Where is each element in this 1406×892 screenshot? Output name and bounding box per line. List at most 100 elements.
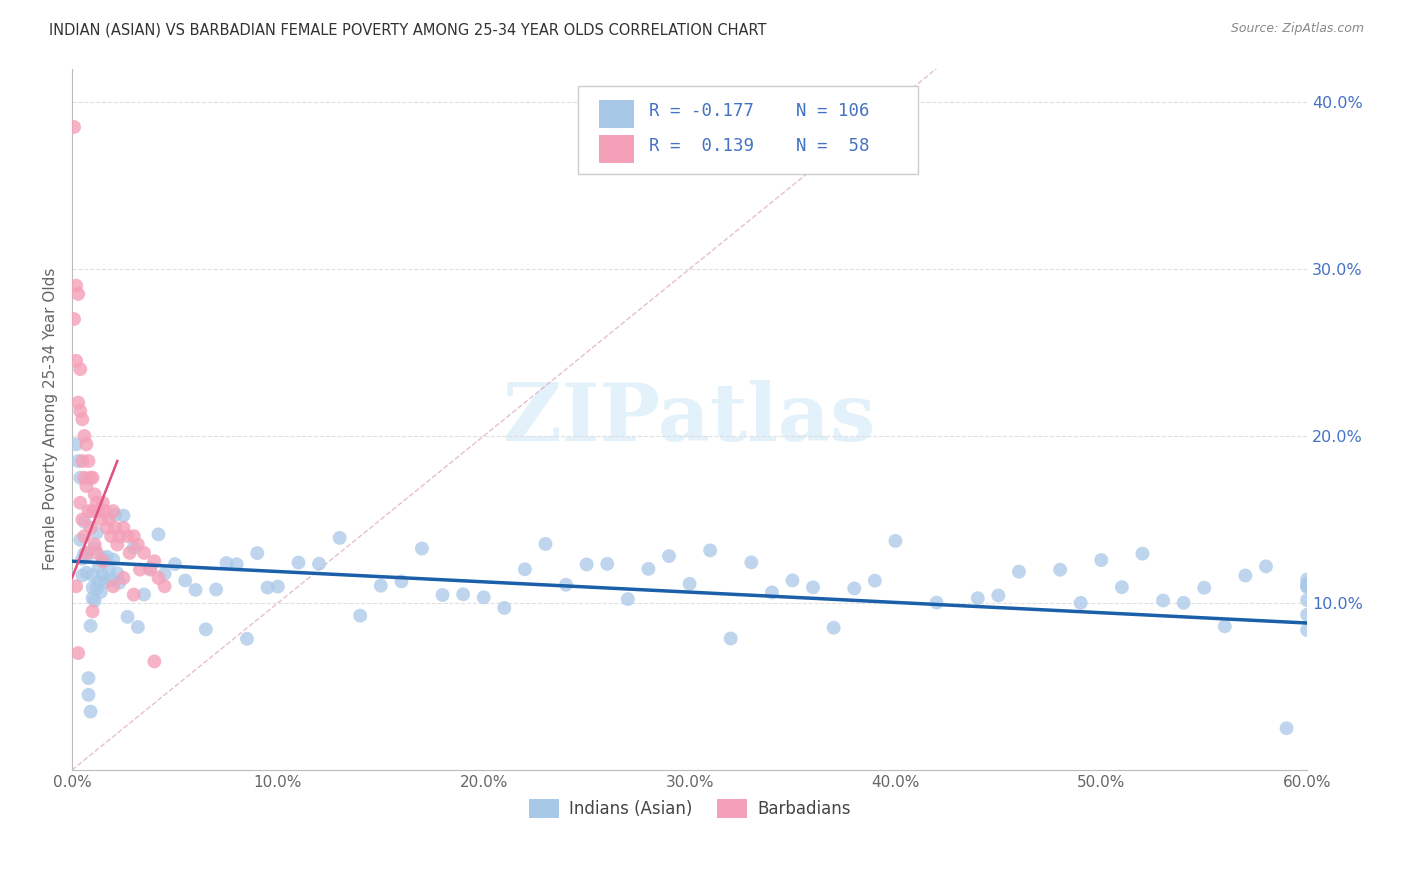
Point [122,529,145,543]
Point [1152,593,1174,607]
Point [205,582,228,597]
Point [90,585,112,599]
Point [73,429,96,443]
Point [94,504,117,518]
Point [1296,623,1319,637]
Point [104,521,127,535]
Point [75,437,97,451]
Point [73,529,96,543]
Point [72,551,94,566]
Point [129,563,152,577]
Point [100,529,122,543]
Point [699,543,721,558]
Text: ZIPatlas: ZIPatlas [503,380,876,458]
Point [73,471,96,485]
Point [143,554,166,568]
Point [174,574,197,588]
Point [67,646,90,660]
Point [617,592,640,607]
Point [83,487,105,501]
Point [432,588,454,602]
Point [112,521,135,535]
Point [1070,596,1092,610]
Point [139,563,162,577]
Point [494,600,516,615]
Point [98,512,121,526]
Point [1296,573,1319,587]
Point [98,564,121,578]
Point [740,555,762,569]
Point [153,579,176,593]
Point [86,525,108,540]
Point [472,591,495,605]
Y-axis label: Female Poverty Among 25-34 Year Olds: Female Poverty Among 25-34 Year Olds [44,268,58,571]
Point [1008,565,1031,579]
Point [1111,580,1133,594]
Point [69,496,91,510]
Point [1213,619,1236,633]
Text: R = -0.177    N = 106: R = -0.177 N = 106 [648,102,869,120]
Point [117,529,139,543]
Point [1296,580,1319,594]
Point [67,395,90,409]
Point [63,312,86,326]
Text: R =  0.139    N =  58: R = 0.139 N = 58 [648,136,869,154]
Point [148,527,170,541]
Point [370,579,392,593]
Point [637,562,659,576]
Point [163,557,186,571]
Point [823,621,845,635]
Point [72,568,94,582]
Point [575,558,598,572]
Point [83,541,105,556]
Point [132,546,155,560]
Point [86,546,108,560]
Point [91,554,114,568]
Point [987,589,1010,603]
Point [329,531,352,545]
Point [91,551,114,566]
Point [1254,559,1277,574]
Point [73,547,96,561]
Point [72,412,94,426]
Point [966,591,988,606]
Point [256,581,278,595]
Point [87,504,110,518]
Point [73,515,96,529]
Point [246,546,269,560]
Point [105,537,128,551]
Point [148,571,170,585]
Point [153,566,176,581]
Point [65,353,87,368]
Point [94,574,117,589]
Point [63,120,86,134]
Point [1296,576,1319,591]
Point [596,557,619,571]
Point [96,549,118,564]
Point [82,504,104,518]
Point [101,552,124,566]
Point [1296,580,1319,594]
Point [267,580,290,594]
Point [79,705,101,719]
Point [65,437,87,451]
Point [143,655,166,669]
Point [678,577,700,591]
Point [79,521,101,535]
Point [112,508,135,523]
Point [96,521,118,535]
Point [761,585,783,599]
Point [108,529,131,543]
Point [349,608,371,623]
Point [65,579,87,593]
Point [215,556,238,570]
Point [1296,593,1319,607]
Point [127,537,149,551]
Point [863,574,886,588]
Text: Source: ZipAtlas.com: Source: ZipAtlas.com [1230,22,1364,36]
Point [86,496,108,510]
Point [82,581,104,595]
Point [132,587,155,601]
Point [1234,568,1257,582]
Point [82,591,104,606]
